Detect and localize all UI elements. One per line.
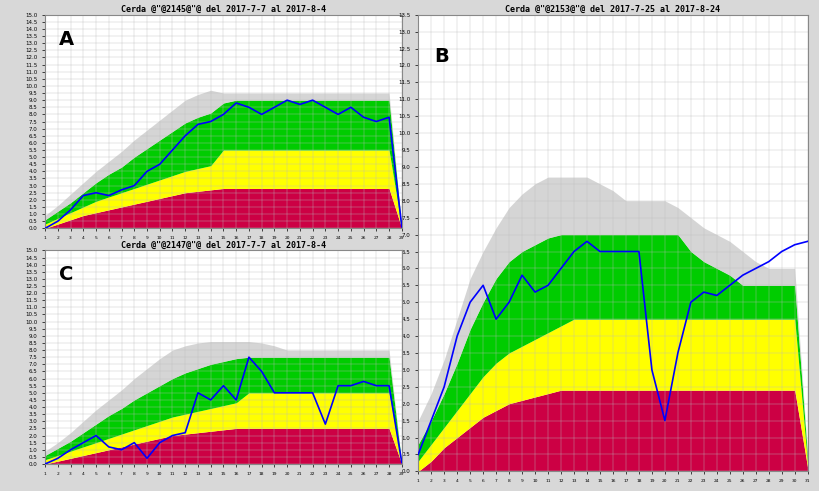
Text: C: C xyxy=(59,265,74,284)
Title: Cerda @"@2147@"@ del 2017-7-7 al 2017-8-4: Cerda @"@2147@"@ del 2017-7-7 al 2017-8-… xyxy=(120,241,325,249)
Title: Cerda @"@2145@"@ del 2017-7-7 al 2017-8-4: Cerda @"@2145@"@ del 2017-7-7 al 2017-8-… xyxy=(120,5,325,14)
Text: B: B xyxy=(433,47,448,66)
Title: Cerda @"@2153@"@ del 2017-7-25 al 2017-8-24: Cerda @"@2153@"@ del 2017-7-25 al 2017-8… xyxy=(505,5,720,14)
Text: A: A xyxy=(59,29,75,49)
